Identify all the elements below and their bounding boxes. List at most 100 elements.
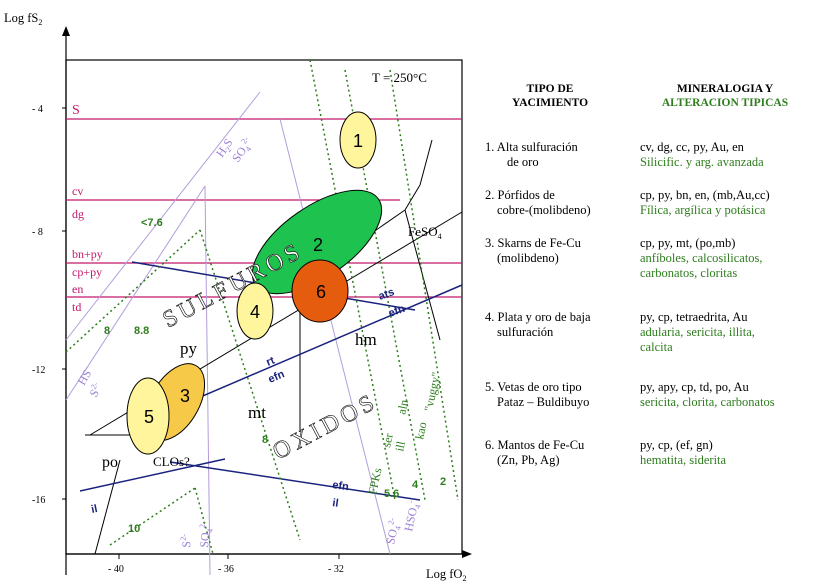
mineral-line-label: S bbox=[72, 103, 80, 118]
deposit-numbers: 1 2 3 4 5 6 bbox=[144, 131, 363, 427]
table-row-type: 6. Mantos de Fe-Cu (Zn, Pb, Ag) bbox=[485, 438, 645, 468]
il-label: il bbox=[332, 497, 340, 510]
ph-label: 10 bbox=[128, 523, 140, 535]
plot-frame bbox=[65, 59, 463, 555]
mineral-line-label: td bbox=[72, 300, 81, 314]
header-line: MINERALOGIA Y bbox=[676, 83, 774, 95]
alteration-line: anfíboles, calcosilicatos, bbox=[640, 251, 763, 265]
type-line: (molibdeno) bbox=[497, 251, 559, 265]
header-tipo-yacimiento: TIPO DE YACIMIENTO bbox=[495, 82, 605, 110]
y-axis-label: Log fS2 bbox=[4, 11, 42, 27]
ill-label: ill bbox=[392, 439, 408, 452]
type-line: de oro bbox=[507, 155, 539, 169]
y-tick-label: - 4 bbox=[32, 104, 43, 115]
table-row-type: 1. Alta sulfuración de oro bbox=[485, 140, 645, 170]
alteration-line: adularia, sericita, illita, bbox=[640, 325, 755, 339]
type-line: 4. Plata y oro de baja bbox=[485, 310, 591, 324]
deposit-number: 2 bbox=[313, 235, 323, 255]
ph-value-labels: <7.6 8 8.8 8 5.6 4 2 10 bbox=[104, 217, 446, 535]
x-ticks: - 40 - 36 - 32 bbox=[108, 554, 344, 575]
mineral-line-label: cv bbox=[72, 184, 83, 198]
y-tick-label: -16 bbox=[32, 495, 45, 506]
table-row-type: 4. Plata y oro de baja sulfuración bbox=[485, 310, 645, 340]
x-axis-label: Log fO2 bbox=[426, 567, 466, 583]
ph-label: 8 bbox=[262, 434, 268, 446]
il-label: il bbox=[90, 503, 98, 516]
mineral-line-label: en bbox=[72, 282, 83, 296]
alteration-line: sericita, clorita, carbonatos bbox=[640, 395, 775, 409]
ats-label: ats bbox=[377, 286, 396, 303]
x-axis-arrow bbox=[462, 550, 472, 558]
sulfide-line-labels: S cv dg bn+py cp+py en td bbox=[72, 103, 103, 314]
efn-label: efn bbox=[266, 368, 286, 386]
mineral-field-labels: py hm mt po CLOs? FeSO4 bbox=[102, 224, 442, 471]
y-tick-label: - 8 bbox=[32, 227, 43, 238]
clos-label: CLOs? bbox=[153, 454, 190, 469]
so4-label: SO42- bbox=[228, 135, 257, 166]
aqueous-sulfur-boundaries bbox=[65, 91, 391, 576]
mineral-line: cp, py, mt, (po,mb) bbox=[640, 236, 736, 250]
deposit-number: 6 bbox=[316, 282, 326, 302]
kao-label: kao bbox=[412, 421, 429, 441]
mineral-line-label: dg bbox=[72, 207, 84, 221]
alteration-labels: "vuggy" aln kao ser ill FPKs bbox=[365, 371, 443, 496]
phase-boundaries bbox=[85, 139, 463, 555]
mineral-line: cp, py, bn, en, (mb,Au,cc) bbox=[640, 188, 770, 202]
header-mineralogia: MINERALOGIA Y ALTERACION TIPICAS bbox=[635, 82, 815, 110]
aln-label: aln bbox=[394, 398, 411, 415]
ph-label: 4 bbox=[412, 479, 419, 491]
table-row-type: 2. Pórfidos de cobre-(molibdeno) bbox=[485, 188, 645, 218]
x-tick-label: - 40 bbox=[108, 564, 124, 575]
efn-label: efn bbox=[332, 479, 350, 493]
vuggy-label: "vuggy" bbox=[421, 371, 443, 413]
feso4-label: FeSO4 bbox=[408, 224, 442, 241]
ph-label: 8 bbox=[104, 325, 110, 337]
table-row-mineralogy: cp, py, mt, (po,mb) anfíboles, calcosili… bbox=[640, 236, 819, 281]
hm-label: hm bbox=[355, 330, 377, 349]
type-line: 3. Skarns de Fe-Cu bbox=[485, 236, 581, 250]
deposit-fields bbox=[126, 111, 383, 455]
ph-label: 5.6 bbox=[384, 488, 399, 500]
fpks-label: FPKs bbox=[365, 466, 384, 495]
type-line: 6. Mantos de Fe-Cu bbox=[485, 438, 585, 452]
py-label: py bbox=[180, 339, 198, 358]
x-tick-label: - 32 bbox=[328, 564, 344, 575]
deposit-number: 5 bbox=[144, 407, 154, 427]
mt-label: mt bbox=[248, 403, 266, 422]
header-line: YACIMIENTO bbox=[511, 97, 589, 109]
deposit-6-ellipse bbox=[291, 259, 349, 323]
alteration-line: carbonatos, cloritas bbox=[640, 266, 738, 280]
type-line: (Zn, Pb, Ag) bbox=[497, 453, 560, 467]
temperature-title: T = 250°C bbox=[372, 70, 427, 85]
table-row-mineralogy: py, cp, tetraedrita, Au adularia, serici… bbox=[640, 310, 819, 355]
alteration-line: hematita, siderita bbox=[640, 453, 727, 467]
y-tick-label: -12 bbox=[32, 365, 45, 376]
mineral-line-label: cp+py bbox=[72, 265, 102, 279]
type-line: Pataz – Buldibuyo bbox=[497, 395, 590, 409]
s2-bottom-label: S2- bbox=[178, 533, 194, 548]
table-row-type: 3. Skarns de Fe-Cu (molibdeno) bbox=[485, 236, 645, 266]
ph-label: <7.6 bbox=[141, 217, 163, 229]
deposit-4-ellipse bbox=[236, 282, 274, 340]
table-row-mineralogy: py, cp, (ef, gn) hematita, siderita bbox=[640, 438, 819, 468]
alteration-line: calcita bbox=[640, 340, 673, 354]
fs2-fo2-diagram: Log fS2 Log fO2 T = 250°C - 4 - 8 -12 -1… bbox=[4, 11, 472, 583]
hs-label: HS- bbox=[74, 364, 96, 387]
deposit-5-ellipse bbox=[126, 377, 170, 455]
type-line: 2. Pórfidos de bbox=[485, 188, 555, 202]
ph-lines bbox=[65, 59, 459, 555]
ph-label: 8.8 bbox=[134, 325, 149, 337]
type-line: 5. Vetas de oro tipo bbox=[485, 380, 582, 394]
ser-label: ser bbox=[379, 432, 396, 449]
table-row-mineralogy: cv, dg, cc, py, Au, en Silicific. y arg.… bbox=[640, 140, 819, 170]
efn-label: efn bbox=[387, 303, 407, 320]
alteration-line: Silicific. y arg. avanzada bbox=[640, 155, 764, 169]
mineral-line-label: bn+py bbox=[72, 247, 103, 261]
y-ticks: - 4 - 8 -12 -16 bbox=[32, 104, 66, 506]
deposit-number: 3 bbox=[180, 386, 190, 406]
type-line: cobre-(molibdeno) bbox=[497, 203, 591, 217]
y-axis-arrow bbox=[62, 26, 70, 36]
table-row-mineralogy: cp, py, bn, en, (mb,Au,cc) Fílica, argíl… bbox=[640, 188, 819, 218]
blue-line-labels: ats efn rt efn efn il il bbox=[90, 286, 407, 516]
deposit-number: 1 bbox=[353, 131, 363, 151]
